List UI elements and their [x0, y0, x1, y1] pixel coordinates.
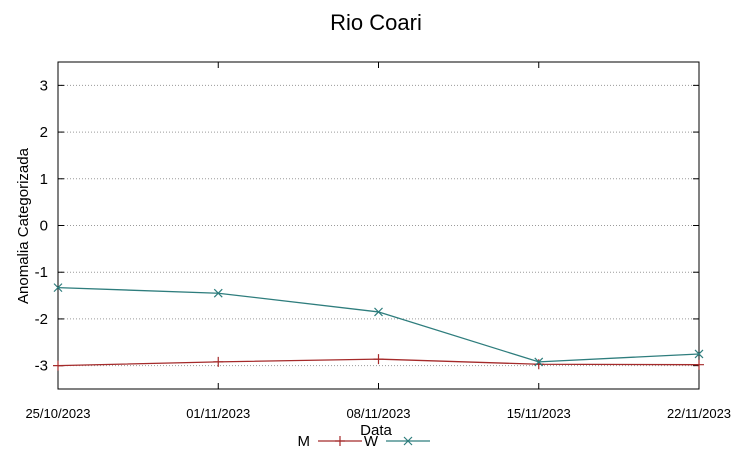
- series-w: [53, 283, 704, 367]
- y-tick-label: 0: [40, 218, 48, 235]
- chart-title: Rio Coari: [330, 10, 422, 35]
- y-tick-label: 2: [40, 124, 48, 141]
- series-line-w: [57, 286, 700, 363]
- legend-label-m: M: [298, 433, 311, 450]
- y-tick-label: -2: [35, 311, 48, 328]
- x-tick-label: 25/10/2023: [25, 406, 90, 421]
- x-tick-label: 22/11/2023: [667, 406, 731, 421]
- data-point-w: [53, 283, 63, 293]
- legend-label-w: W: [364, 433, 379, 450]
- x-tick-label: 01/11/2023: [186, 406, 250, 421]
- x-tick-label: 08/11/2023: [346, 406, 410, 421]
- data-point-m: [213, 356, 224, 367]
- y-tick-label: 3: [40, 77, 48, 94]
- y-tick-label: -1: [35, 264, 48, 281]
- series-m: [53, 354, 704, 371]
- data-point-m: [53, 360, 63, 371]
- y-ticks: 3 2 1 0 -1 -2 -3: [35, 77, 699, 375]
- x-axis-label: Data: [360, 422, 392, 439]
- x-tick-label: 15/11/2023: [507, 406, 571, 421]
- y-tick-label: 1: [40, 171, 48, 188]
- y-tick-label: -3: [35, 358, 48, 375]
- data-point-w: [534, 357, 544, 367]
- series-layer: [53, 283, 704, 371]
- y-axis-label: Anomalia Categorizada: [15, 147, 32, 304]
- data-point-w: [213, 288, 223, 298]
- data-point-m: [694, 359, 704, 370]
- x-ticks: 25/10/2023 01/11/2023 08/11/2023 15/11/2023…: [25, 62, 731, 421]
- data-point-w: [374, 307, 383, 317]
- data-point-m: [373, 354, 384, 365]
- grid: [58, 84, 699, 367]
- legend-marker-w: [403, 436, 413, 446]
- legend-marker-m: [335, 436, 345, 446]
- data-point-w: [694, 349, 704, 359]
- data-point-m: [533, 359, 544, 370]
